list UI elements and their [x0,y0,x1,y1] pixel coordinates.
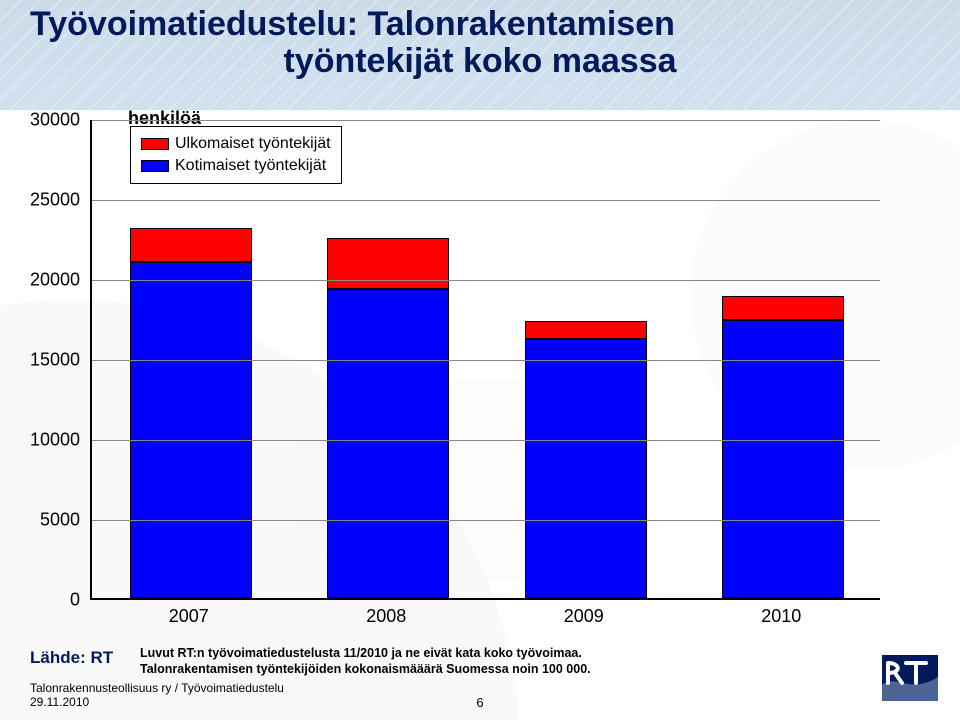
bars-layer [92,120,880,598]
gridline [92,360,880,361]
bar-segment-kotimaiset [130,262,252,598]
y-tick-label: 20000 [20,270,80,291]
footer-left: Talonrakennusteollisuus ry / Työvoimatie… [30,682,284,710]
x-tick-label: 2010 [761,606,801,627]
y-axis-labels: 050001000015000200002500030000 [20,120,80,630]
title-line-1: Työvoimatiedustelu: Talonrakentamisen [30,6,930,43]
page-number: 6 [476,695,483,710]
gridline [92,440,880,441]
footer-org: Talonrakennusteollisuus ry / Työvoimatie… [30,682,284,696]
rt-logo-icon [882,655,938,706]
gridline [92,520,880,521]
y-tick-label: 10000 [20,430,80,451]
title-line-2: työntekijät koko maassa [30,43,930,80]
x-tick-label: 2009 [564,606,604,627]
bar-segment-ulkomaiset [327,238,449,289]
footer-date: 29.11.2010 [30,696,284,710]
bar-segment-kotimaiset [525,339,647,598]
bar-segment-kotimaiset [327,289,449,598]
y-tick-label: 30000 [20,110,80,131]
x-tick-label: 2008 [366,606,406,627]
bar-segment-kotimaiset [722,320,844,598]
plot-region: Ulkomaiset työntekijätKotimaiset työntek… [90,120,880,600]
x-tick-label: 2007 [169,606,209,627]
y-tick-label: 5000 [20,510,80,531]
slide-title: Työvoimatiedustelu: Talonrakentamisen ty… [30,6,930,81]
gridline [92,280,880,281]
bar-segment-ulkomaiset [525,321,647,339]
source-label: Lähde: RT [30,648,113,668]
footnote-line-2: Talonrakentamisen työntekijöiden kokonai… [140,662,591,676]
gridline [92,200,880,201]
y-tick-label: 25000 [20,190,80,211]
chart-area: henkilöä 050001000015000200002500030000 … [90,120,880,630]
y-tick-label: 15000 [20,350,80,371]
bar-segment-ulkomaiset [722,296,844,320]
y-tick-label: 0 [20,590,80,611]
footnote-line-1: Luvut RT:n työvoimatiedustelusta 11/2010… [140,646,582,660]
gridline [92,120,880,121]
slide: Työvoimatiedustelu: Talonrakentamisen ty… [0,0,960,720]
bar-segment-ulkomaiset [130,228,252,262]
